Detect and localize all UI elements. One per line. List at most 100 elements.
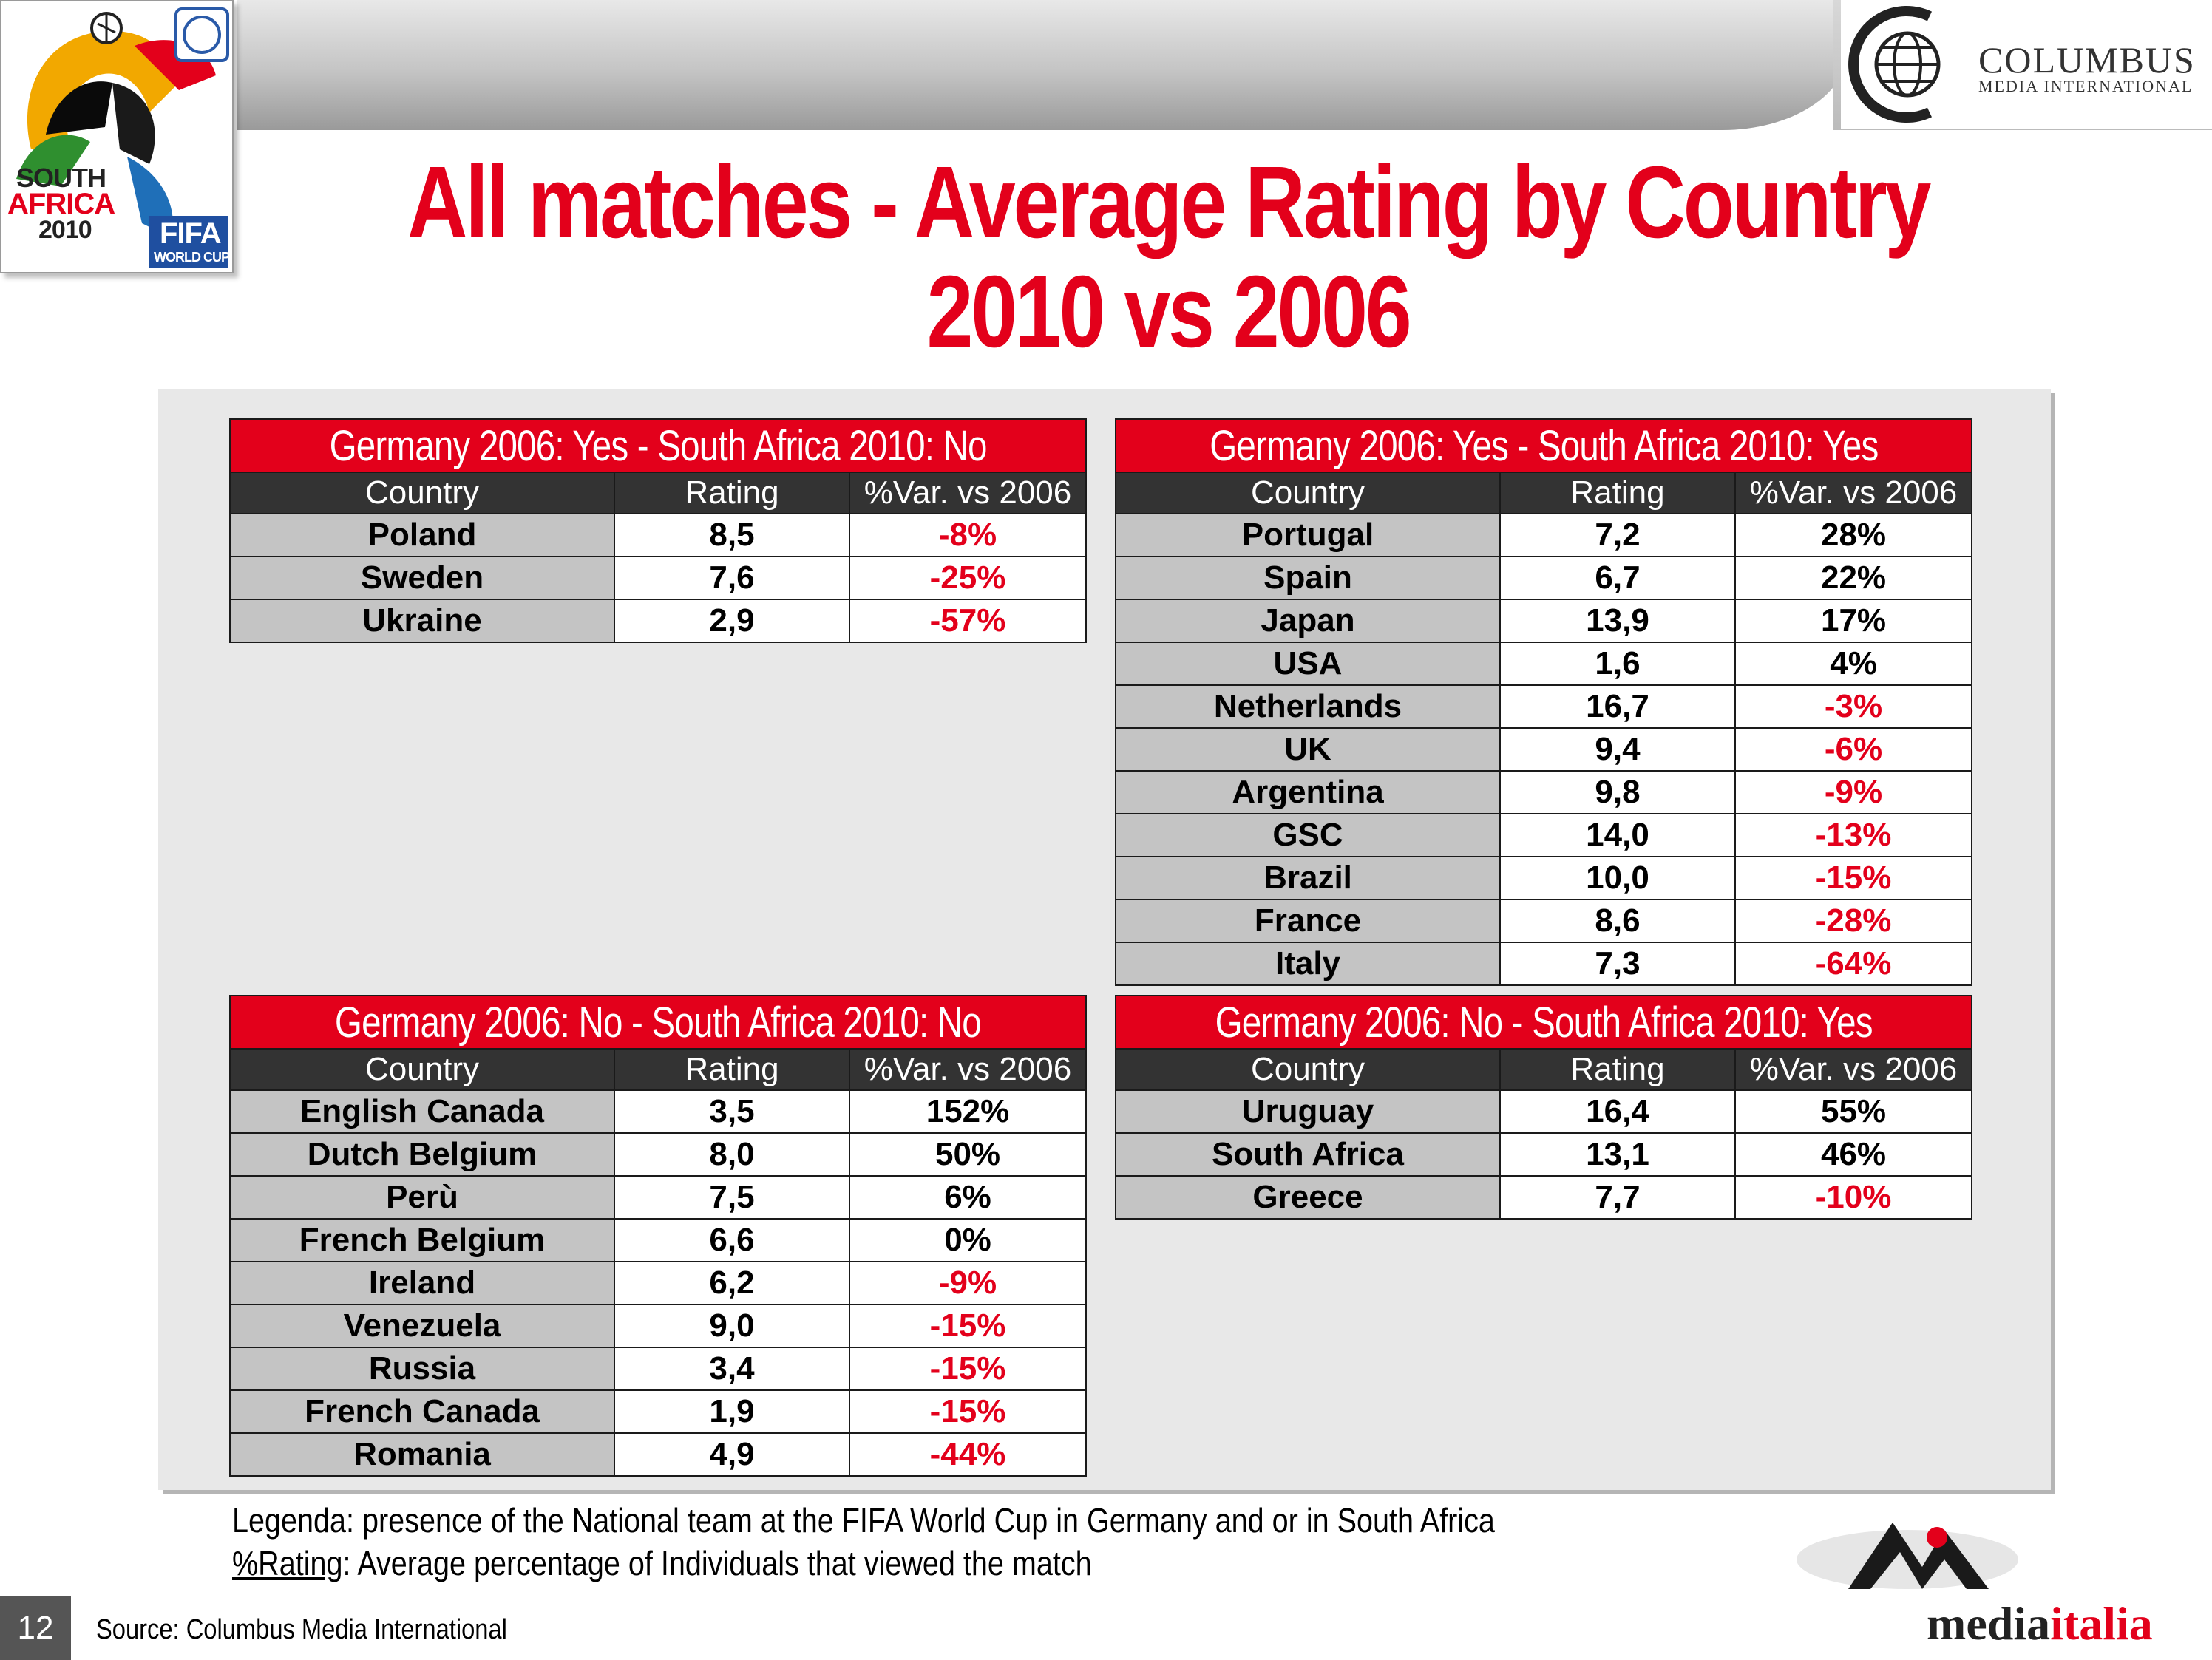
rating-cell: 10,0 — [1499, 856, 1736, 900]
country-cell: Poland — [229, 513, 615, 557]
country-cell: Sweden — [229, 556, 615, 600]
rating-cell: 14,0 — [1499, 813, 1736, 857]
variation-cell: 4% — [1734, 642, 1973, 686]
country-cell: Japan — [1115, 599, 1501, 643]
country-cell: Greece — [1115, 1175, 1501, 1220]
country-cell: French Belgium — [229, 1218, 615, 1262]
rating-cell: 7,5 — [614, 1175, 850, 1220]
table-caption: Germany 2006: No - South Africa 2010: Ye… — [1114, 995, 1973, 1050]
rating-cell: 13,9 — [1499, 599, 1736, 643]
legend-line-2: %Rating: Average percentage of Individua… — [232, 1543, 1092, 1583]
table-caption: Germany 2006: Yes - South Africa 2010: N… — [228, 418, 1088, 473]
rating-cell: 7,6 — [614, 556, 850, 600]
table-row: Uruguay 16,4 55% — [1115, 1089, 1973, 1134]
rating-cell: 8,5 — [614, 513, 850, 557]
variation-cell: -28% — [1734, 899, 1973, 943]
table-row: Spain 6,7 22% — [1115, 556, 1973, 600]
rating-cell: 7,2 — [1499, 513, 1736, 557]
table-row: South Africa 13,1 46% — [1115, 1132, 1973, 1177]
table-caption: Germany 2006: Yes - South Africa 2010: Y… — [1114, 418, 1973, 473]
country-cell: Ukraine — [229, 599, 615, 643]
variation-cell: -57% — [848, 599, 1088, 643]
fifa-logo-sub: WORLD CUP — [154, 250, 230, 265]
country-cell: Uruguay — [1115, 1089, 1501, 1134]
table-row: French Canada 1,9 -15% — [229, 1389, 1088, 1434]
country-cell: France — [1115, 899, 1501, 943]
column-header-country: Country — [1115, 1048, 1501, 1091]
table-caption: Germany 2006: No - South Africa 2010: No — [228, 995, 1088, 1050]
table-row: Perù 7,5 6% — [229, 1175, 1088, 1220]
variation-cell: -6% — [1734, 727, 1973, 772]
variation-cell: 0% — [848, 1218, 1088, 1262]
table-row: Greece 7,7 -10% — [1115, 1175, 1973, 1220]
page-title: All matches - Average Rating by Country … — [392, 148, 1944, 367]
column-header-var: %Var. vs 2006 — [848, 1048, 1088, 1091]
page-number: 12 — [0, 1596, 71, 1660]
table-row: Japan 13,9 17% — [1115, 599, 1973, 643]
country-cell: Italy — [1115, 942, 1501, 986]
rating-cell: 16,4 — [1499, 1089, 1736, 1134]
country-cell: Dutch Belgium — [229, 1132, 615, 1177]
rating-cell: 8,0 — [614, 1132, 850, 1177]
rating-cell: 6,6 — [614, 1218, 850, 1262]
table-row: GSC 14,0 -13% — [1115, 813, 1973, 857]
variation-cell: 55% — [1734, 1089, 1973, 1134]
country-cell: Netherlands — [1115, 684, 1501, 729]
rating-cell: 7,7 — [1499, 1175, 1736, 1220]
country-cell: UK — [1115, 727, 1501, 772]
rating-cell: 4,9 — [614, 1432, 850, 1477]
table-row: French Belgium 6,6 0% — [229, 1218, 1088, 1262]
table-row: Ukraine 2,9 -57% — [229, 599, 1088, 643]
columbus-logo-subtitle: MEDIA INTERNATIONAL — [1978, 77, 2194, 95]
header-band — [237, 0, 1848, 130]
legend-line-1: Legenda: presence of the National team a… — [232, 1501, 1495, 1540]
column-header-country: Country — [229, 472, 615, 514]
table-yes-yes: Germany 2006: Yes - South Africa 2010: Y… — [1114, 418, 1973, 986]
rating-cell: 1,9 — [614, 1389, 850, 1434]
table-row: Italy 7,3 -64% — [1115, 942, 1973, 986]
legend-term: %Rating — [232, 1544, 343, 1582]
table-row: Russia 3,4 -15% — [229, 1347, 1088, 1391]
variation-cell: -9% — [848, 1261, 1088, 1305]
country-cell: Argentina — [1115, 770, 1501, 814]
variation-cell: 50% — [848, 1132, 1088, 1177]
table-row: UK 9,4 -6% — [1115, 727, 1973, 772]
rating-cell: 2,9 — [614, 599, 850, 643]
table-row: Sweden 7,6 -25% — [229, 556, 1088, 600]
fifa-logo-brand: FIFA — [160, 217, 222, 250]
variation-cell: -25% — [848, 556, 1088, 600]
country-cell: English Canada — [229, 1089, 615, 1134]
mediaitalia-mark-icon — [1797, 1523, 2018, 1589]
column-header-var: %Var. vs 2006 — [848, 472, 1088, 514]
table-row: Dutch Belgium 8,0 50% — [229, 1132, 1088, 1177]
country-cell: French Canada — [229, 1389, 615, 1434]
fifa-emblem-icon — [16, 7, 229, 268]
rating-cell: 3,4 — [614, 1347, 850, 1391]
page-title-line1: All matches - Average Rating by Country — [407, 146, 1931, 259]
rating-cell: 6,2 — [614, 1261, 850, 1305]
table-yes-no: Germany 2006: Yes - South Africa 2010: N… — [228, 418, 1088, 643]
columbus-logo — [1841, 0, 2212, 129]
legend-definition: : Average percentage of Individuals that… — [342, 1544, 1092, 1582]
rating-cell: 6,7 — [1499, 556, 1736, 600]
column-header-rating: Rating — [1499, 472, 1736, 514]
table-no-no: Germany 2006: No - South Africa 2010: No… — [228, 995, 1088, 1477]
table-row: Poland 8,5 -8% — [229, 513, 1088, 557]
country-cell: Venezuela — [229, 1304, 615, 1348]
rating-cell: 9,8 — [1499, 770, 1736, 814]
country-cell: USA — [1115, 642, 1501, 686]
rating-cell: 8,6 — [1499, 899, 1736, 943]
fifa-logo-africa: AFRICA — [7, 188, 115, 220]
country-cell: Russia — [229, 1347, 615, 1391]
column-header-country: Country — [1115, 472, 1501, 514]
variation-cell: 6% — [848, 1175, 1088, 1220]
variation-cell: 46% — [1734, 1132, 1973, 1177]
country-cell: South Africa — [1115, 1132, 1501, 1177]
rating-cell: 7,3 — [1499, 942, 1736, 986]
table-row: France 8,6 -28% — [1115, 899, 1973, 943]
country-cell: Romania — [229, 1432, 615, 1477]
table-row: Romania 4,9 -44% — [229, 1432, 1088, 1477]
variation-cell: -44% — [848, 1432, 1088, 1477]
variation-cell: -15% — [848, 1347, 1088, 1391]
column-header-var: %Var. vs 2006 — [1734, 472, 1973, 514]
